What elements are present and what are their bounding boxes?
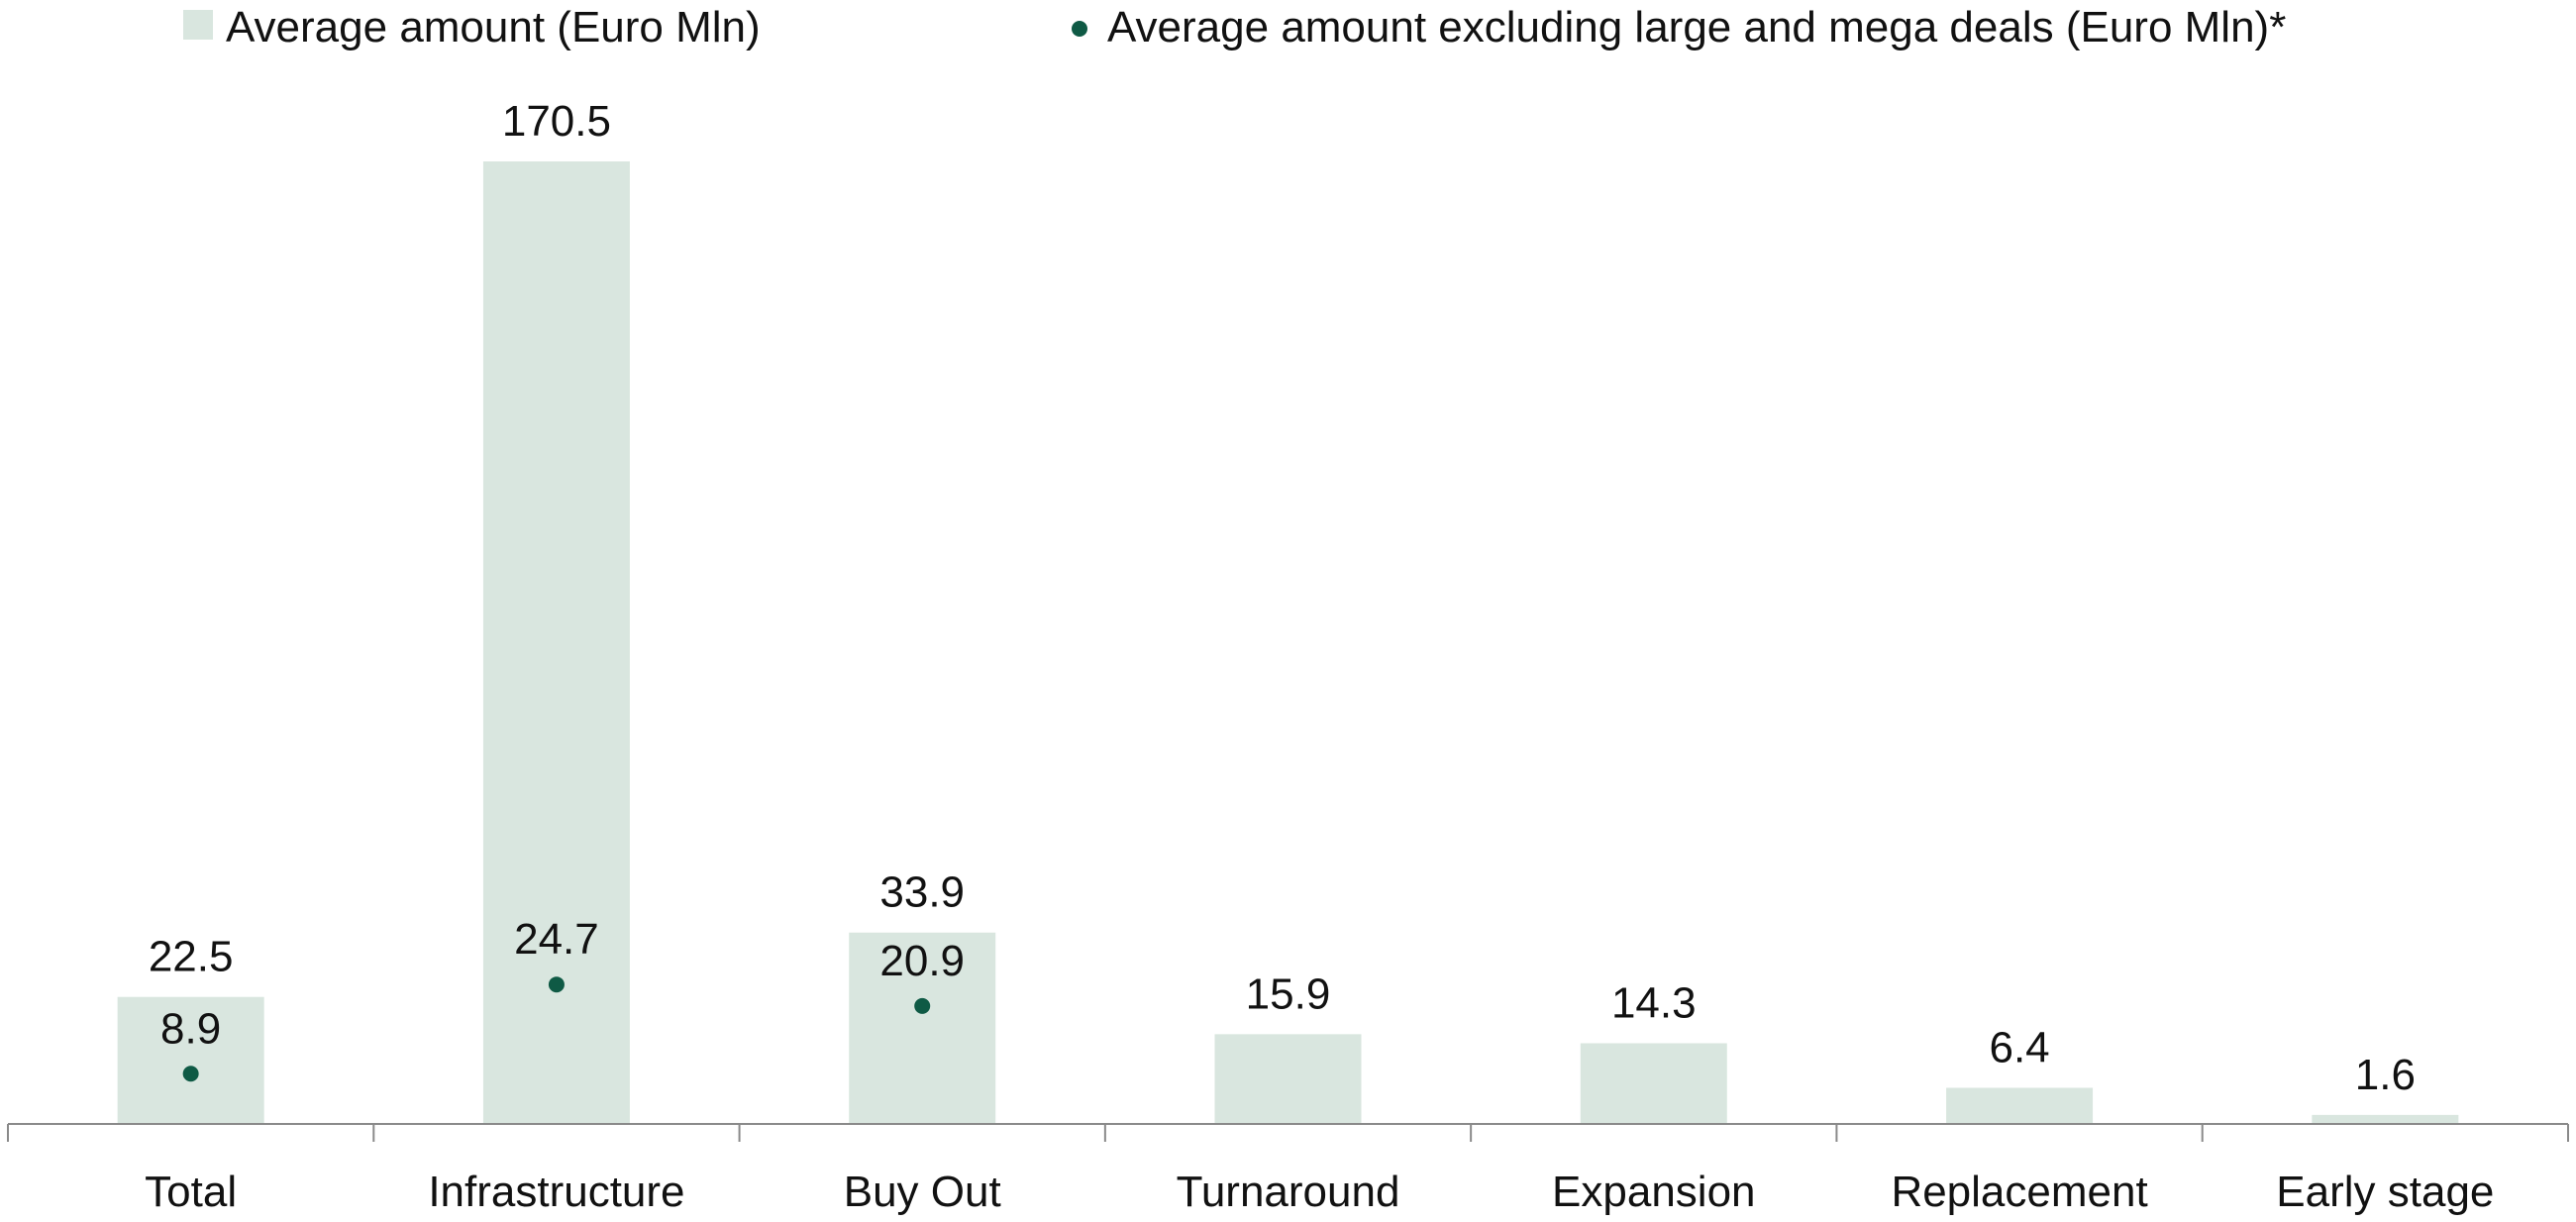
x-tick-label-3: Turnaround	[1177, 1168, 1400, 1216]
bar-value-label-5: 6.4	[1989, 1024, 2049, 1072]
legend-label-point: Average amount excluding large and mega …	[1107, 3, 2286, 51]
x-tick-labels: Total Infrastructure Buy Out Turnaround Expa…	[145, 1168, 2494, 1216]
bar-value-label-6: 1.6	[2355, 1051, 2416, 1099]
bar-0	[117, 996, 264, 1124]
bar-value-label-4: 14.3	[1611, 978, 1697, 1027]
bar-2	[849, 932, 996, 1124]
x-axis	[7, 1123, 2569, 1142]
bar-3	[1214, 1034, 1362, 1124]
bar-6	[2312, 1114, 2459, 1124]
bar-value-label-2: 33.9	[879, 868, 965, 917]
x-tick-label-5: Replacement	[1891, 1168, 2147, 1216]
legend-swatch-point	[1072, 21, 1087, 37]
point-value-label-1: 24.7	[514, 915, 599, 964]
x-tick-label-4: Expansion	[1552, 1168, 1755, 1216]
bar-value-label-0: 22.5	[149, 933, 234, 981]
bar-4	[1580, 1043, 1727, 1124]
value-labels: 22.5 8.9 170.5 24.7 33.9 20.9 15.9 14.3 6.4 1.6	[149, 97, 2416, 1099]
points	[182, 976, 931, 1082]
bar-value-label-3: 15.9	[1246, 969, 1331, 1018]
bar-value-label-1: 170.5	[502, 97, 611, 146]
legend: Average amount (Euro Mln) Average amount…	[183, 3, 2286, 51]
x-tick-label-6: Early stage	[2276, 1168, 2494, 1216]
x-tick-label-0: Total	[145, 1168, 237, 1216]
bars	[117, 161, 2459, 1124]
legend-swatch-bar	[183, 10, 213, 40]
point-1	[548, 976, 565, 993]
point-value-label-0: 8.9	[160, 1004, 221, 1053]
x-tick-label-2: Buy Out	[844, 1168, 1001, 1216]
bar-1	[482, 161, 630, 1124]
point-0	[182, 1066, 199, 1082]
legend-label-bar: Average amount (Euro Mln)	[226, 3, 761, 51]
point-2	[914, 997, 931, 1014]
x-tick-label-1: Infrastructure	[428, 1168, 684, 1216]
bar-5	[1946, 1087, 2094, 1124]
point-value-label-2: 20.9	[879, 937, 965, 985]
